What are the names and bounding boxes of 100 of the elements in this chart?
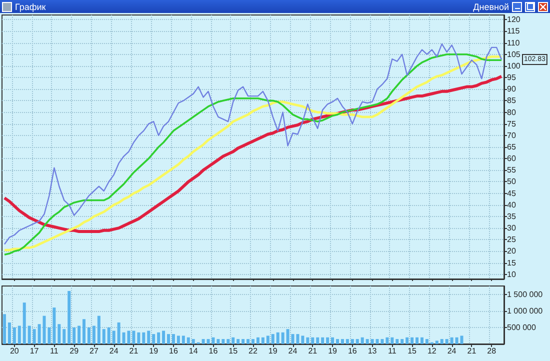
bar: [331, 337, 334, 344]
bar: [186, 337, 190, 344]
bar: [416, 337, 419, 344]
x-tick-label: 19: [149, 346, 159, 356]
bar: [22, 302, 26, 344]
y-tick-label: 120: [507, 15, 521, 24]
bar: [261, 337, 264, 344]
bar: [162, 330, 166, 344]
y-tick-label: 100: [507, 61, 521, 70]
x-tick-label: 24: [109, 346, 119, 356]
bar: [410, 337, 414, 344]
bar: [246, 339, 250, 344]
bar: [152, 334, 156, 344]
bar: [147, 330, 150, 344]
bar: [301, 336, 304, 344]
bar: [256, 337, 260, 344]
bar: [336, 339, 339, 344]
bar: [232, 337, 235, 344]
bar: [346, 339, 349, 344]
x-tick-label: 24: [288, 346, 298, 356]
y-tick-label: 80: [507, 108, 516, 117]
y-tick-label: 90: [507, 84, 516, 94]
bar: [242, 339, 245, 344]
y-tick-label: 40: [507, 200, 516, 210]
bar: [396, 339, 399, 344]
x-tick-label: 14: [188, 346, 198, 356]
bar: [311, 337, 314, 344]
x-tick-label: 11: [388, 346, 397, 356]
bar: [252, 339, 254, 344]
chart-title: График: [15, 2, 46, 12]
x-tick-label: 22: [248, 346, 258, 356]
bar: [316, 337, 320, 344]
y-tick-label: 25: [507, 235, 516, 244]
bar: [360, 337, 364, 344]
bar: [435, 340, 438, 344]
bar: [366, 339, 369, 344]
y-tick-label: 45: [507, 188, 516, 198]
bar: [62, 329, 66, 344]
bar: [102, 329, 106, 344]
bar: [202, 339, 205, 344]
bar: [68, 290, 71, 344]
bar: [8, 322, 11, 344]
chart-subtitle: Дневной: [473, 2, 509, 12]
bar: [97, 316, 100, 344]
bar: [172, 334, 175, 344]
bar: [2, 314, 6, 344]
bar: [52, 308, 56, 344]
x-tick-label: 13: [368, 346, 378, 356]
x-tick-label: 12: [427, 346, 437, 356]
bar: [32, 329, 36, 344]
x-tick-label: 11: [50, 346, 59, 356]
x-tick-label: 16: [208, 346, 218, 356]
y-tick-label: 60: [507, 154, 516, 164]
bar: [450, 337, 454, 344]
x-tick-label: 21: [129, 346, 139, 356]
y-tick-label: 110: [507, 38, 520, 48]
bar: [370, 339, 374, 344]
bar: [182, 336, 185, 344]
bar: [455, 337, 458, 344]
y-tick-label: 75: [507, 119, 516, 128]
y-tick-label: 15: [507, 258, 516, 268]
y-tick-label: 10: [507, 270, 516, 279]
bar: [226, 339, 230, 344]
bar: [216, 339, 220, 344]
x-tick-label: 21: [308, 346, 318, 356]
x-tick-label: 24: [447, 346, 457, 356]
bar: [440, 339, 444, 344]
bar: [157, 332, 160, 344]
bar: [107, 327, 110, 344]
bar: [400, 339, 404, 344]
bar: [87, 327, 90, 344]
x-tick-label: 21: [467, 346, 477, 356]
x-tick-label: 16: [169, 346, 178, 356]
bar: [356, 339, 359, 344]
y-tick-label: 50: [507, 177, 516, 186]
x-tick-label: 17: [30, 346, 40, 356]
bar: [420, 337, 424, 344]
x-tick-label: 29: [70, 346, 80, 356]
x-tick-label: 28: [487, 346, 497, 356]
bar: [28, 326, 31, 344]
y-tick-label: 65: [507, 142, 516, 152]
bar: [12, 327, 16, 344]
bar: [340, 339, 344, 344]
bar: [58, 324, 61, 344]
bar: [445, 339, 448, 344]
bar: [82, 319, 86, 344]
bar: [48, 327, 51, 344]
y-tick-label: 1 500 000: [507, 290, 544, 299]
y-tick-label: 70: [507, 130, 516, 140]
x-tick-label: 15: [408, 346, 418, 356]
bar: [117, 322, 120, 344]
bar: [176, 336, 180, 344]
y-tick-label: 85: [507, 96, 516, 106]
x-tick-label: 27: [89, 346, 99, 356]
bar: [192, 339, 195, 344]
bar: [460, 336, 464, 344]
bar: [286, 329, 290, 344]
x-tick-label: 16: [348, 346, 358, 356]
bar: [276, 332, 280, 344]
bar: [72, 327, 76, 344]
